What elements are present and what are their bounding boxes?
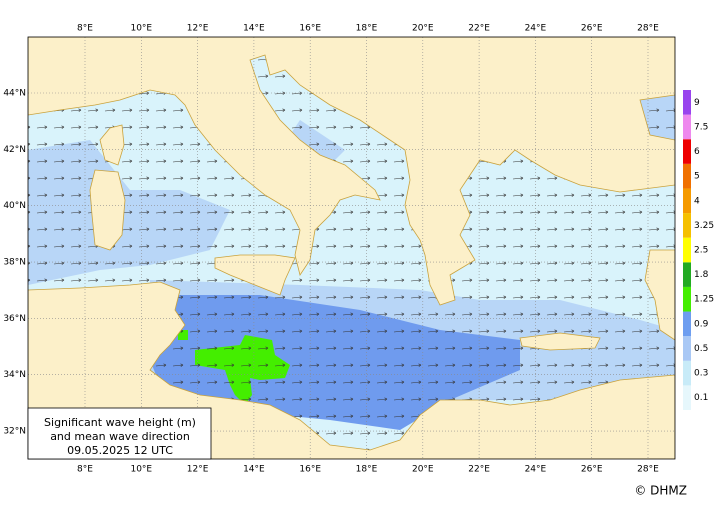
- lat-label: 38°N: [3, 258, 26, 268]
- colorbar-label: 6: [694, 147, 700, 157]
- lon-label: 18°E: [356, 465, 378, 475]
- lat-label: 32°N: [3, 427, 26, 437]
- lat-label: 42°N: [3, 145, 26, 155]
- lon-label: 14°E: [243, 465, 265, 475]
- credit: © DHMZ: [634, 484, 687, 498]
- colorbar-segment: [683, 262, 691, 287]
- land: [644, 249, 675, 341]
- lat-label: 34°N: [3, 370, 26, 380]
- lon-label: 28°E: [637, 465, 659, 475]
- colorbar-label: 4: [694, 196, 700, 206]
- colorbar-segment: [683, 311, 691, 337]
- colorbar-segment: [683, 336, 691, 361]
- lon-label: 24°E: [525, 24, 547, 34]
- colorbar-label: 0.3: [694, 369, 708, 379]
- colorbar-label: 0.1: [694, 393, 708, 403]
- lat-label: 36°N: [3, 314, 26, 324]
- lon-label: 8°E: [77, 465, 93, 475]
- lon-label: 16°E: [299, 24, 321, 34]
- lon-label: 16°E: [299, 465, 321, 475]
- map-frame: [27, 36, 676, 460]
- colorbar-segment: [683, 139, 691, 164]
- lat-label: 40°N: [3, 201, 26, 211]
- lon-label: 18°E: [356, 24, 378, 34]
- crete: [519, 332, 601, 351]
- sardinia: [89, 169, 126, 251]
- sicily: [214, 254, 296, 296]
- colorbar-label: 3.25: [694, 221, 714, 231]
- legend-box: [27, 407, 212, 460]
- colorbar-segment: [683, 213, 691, 238]
- land: [28, 37, 675, 306]
- colorbar-segment: [683, 385, 691, 410]
- lon-label: 22°E: [468, 465, 490, 475]
- colorbar-segment: [683, 114, 691, 140]
- grid: [28, 37, 675, 459]
- colorbar-label: 0.5: [694, 344, 708, 354]
- colorbar-segment: [683, 237, 691, 263]
- colorbar-label: 5: [694, 172, 700, 182]
- lon-label: 28°E: [637, 24, 659, 34]
- lon-label: 20°E: [412, 465, 434, 475]
- colorbar-label: 2.5: [694, 246, 708, 256]
- map-area: [28, 37, 675, 459]
- lon-label: 22°E: [468, 24, 490, 34]
- colorbar-label: 1.8: [694, 270, 709, 280]
- colorbar-segment: [683, 163, 691, 189]
- legend-text: 09.05.2025 12 UTC: [67, 444, 173, 457]
- colorbar-label: 7.5: [694, 122, 708, 132]
- lon-label: 26°E: [581, 465, 603, 475]
- colorbar-segment: [683, 286, 691, 312]
- legend-text: and mean wave direction: [50, 430, 190, 443]
- colorbar-segment: [683, 90, 691, 115]
- colorbar-segment: [683, 360, 691, 386]
- lon-label: 26°E: [581, 24, 603, 34]
- colorbar-label: 9: [694, 98, 700, 108]
- lon-label: 10°E: [130, 24, 152, 34]
- lat-label: 44°N: [3, 89, 26, 99]
- lon-label: 20°E: [412, 24, 434, 34]
- corsica: [99, 124, 125, 166]
- lon-label: 14°E: [243, 24, 265, 34]
- lon-label: 24°E: [525, 465, 547, 475]
- lon-label: 12°E: [187, 24, 209, 34]
- colorbar-segment: [683, 188, 691, 214]
- colorbar-label: 1.25: [694, 295, 714, 305]
- lon-label: 8°E: [77, 24, 93, 34]
- legend-text: Significant wave height (m): [44, 416, 196, 429]
- lon-label: 10°E: [130, 465, 152, 475]
- lon-label: 12°E: [187, 465, 209, 475]
- colorbar-label: 0.9: [694, 319, 709, 329]
